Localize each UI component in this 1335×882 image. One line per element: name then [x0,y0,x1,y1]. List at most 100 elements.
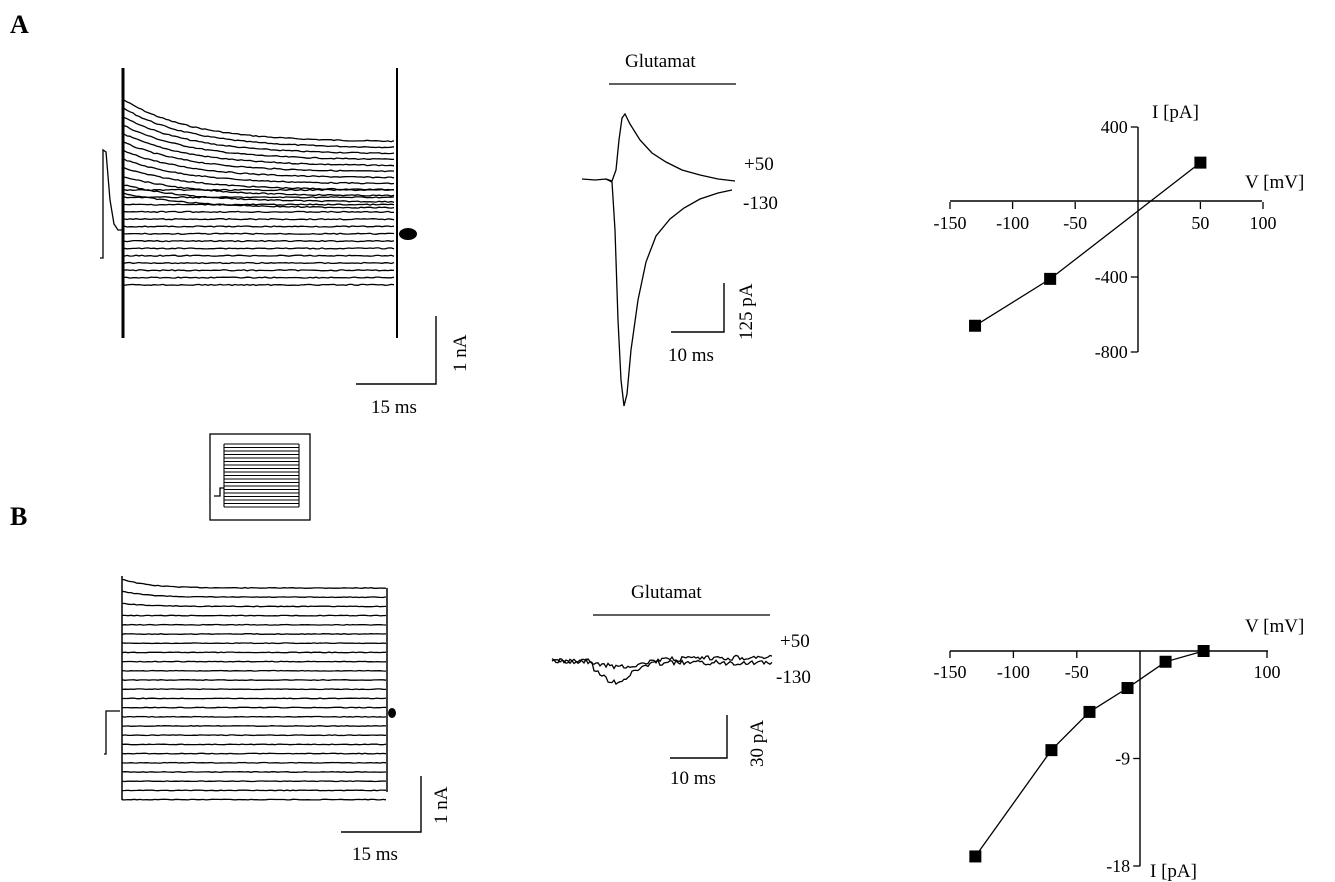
panel-a-current-trace [123,116,395,155]
iv-data-point [969,319,982,332]
panel-b-current-trace [121,789,387,792]
panel-a-current-family [100,68,417,338]
panel-a-current-trace [123,158,395,185]
y-tick-label: 400 [1101,117,1128,137]
panel-b-trace-minus130 [551,657,773,686]
panel-a-current-trace [123,225,395,228]
panel-a-glut-scale-time: 10 ms [668,345,714,366]
panel-a-label: A [10,10,29,39]
panel-a-current-trace [123,269,395,272]
panel-b-glutamate-response: Glutamat +50 -130 10 ms 30 pA [551,582,811,789]
panel-b-scale-time: 15 ms [352,844,398,865]
panel-b-current-trace [121,623,387,626]
x-tick-label: -100 [996,213,1029,233]
panel-b-current-trace [121,679,387,681]
panel-a-current-trace [123,176,395,197]
panel-a-current-trace [123,276,395,279]
panel-a-trace-minus130 [605,178,733,407]
panel-b-ylabel: I [pA] [1150,861,1197,882]
panel-b-glut-scale-time: 10 ms [670,768,716,789]
panel-a-current-trace [123,261,395,265]
panel-b-current-trace [121,752,387,755]
panel-b-label-minus130: -130 [776,667,811,688]
panel-a-current-trace [123,196,395,199]
panel-a-current-trace [123,239,395,243]
panel-a-current-trace [123,283,395,287]
panel-b-iv-plot: V [mV] I [pA] -150 -100 -50 100 -9 -18 [934,616,1305,882]
protocol-prepulse [214,487,224,497]
panel-b-scalebar-1: 15 ms 1 nA [341,776,452,865]
iv-data-point [1197,645,1210,657]
panel-b-current-trace [122,614,387,617]
panel-b-glut-scale-amp: 30 pA [747,720,768,767]
panel-b-current-trace [122,725,387,727]
panel-b-current-trace [121,642,387,645]
panel-b-current-trace [121,798,387,801]
panel-b-current-trace [121,660,387,663]
x-tick-label: 50 [1191,213,1209,233]
panel-a-current-trace [123,210,394,214]
panel-a-iv-plot: I [pA] V [mV] -150 -100 -50 50 100 400 -400 -80… [934,102,1305,362]
panel-a-scalebar-lines [356,316,437,385]
panel-a-current-trace [123,141,395,173]
panel-a-data [969,156,1207,332]
x-tick-label: 100 [1254,662,1281,682]
panel-a-current-trace [123,218,395,221]
panel-b-scalebar-lines [341,776,422,833]
inset-frame [209,433,311,521]
panel-b-current-trace [121,602,387,608]
panel-a-scale-amp: 1 nA [450,334,471,372]
panel-a-current-trace [123,107,395,149]
panel-a-current-trace [123,247,395,250]
panel-b-xlabel: V [mV] [1245,616,1304,637]
panel-b-current-trace [121,651,386,654]
panel-b-trace-plus50 [551,654,773,670]
panel-b-label: B [10,502,27,531]
panel-a-glutamate-response: Glutamat +50 -130 10 ms 125 pA [581,51,778,407]
panel-b-current-trace [121,633,387,635]
panel-b-current-trace [121,761,387,764]
panel-a-current-trace [123,254,395,257]
protocol-steps [214,443,300,508]
panel-a-label-minus130: -130 [743,193,778,214]
y-tick-label: -400 [1095,267,1128,287]
panel-b-current-trace [121,771,387,773]
iv-series-line [974,650,1204,857]
x-tick-label: -150 [934,213,967,233]
panel-b-current-trace [121,780,387,783]
panel-a-ylabel: I [pA] [1152,102,1199,123]
panel-a-current-trace [123,192,395,209]
panel-b-current-trace [121,669,387,672]
panel-a-current-trace [123,124,395,161]
iv-data-point [969,850,982,863]
panel-a-tail-blob [399,228,417,240]
panel-a-glut-scalebar [671,283,725,333]
iv-data-point [1194,156,1207,169]
panel-b-current-trace [121,590,387,599]
panel-a-xlabel: V [mV] [1245,172,1304,193]
panel-b-prepulse-trace [104,710,120,755]
iv-data-point [1045,744,1058,757]
y-tick-label: -9 [1115,749,1130,769]
panel-a-glutamate-label: Glutamat [625,51,696,72]
panel-b-current-trace [121,688,387,691]
panel-a-current-trace [123,133,395,167]
iv-data-point [1121,682,1134,695]
panel-b-tail-blob [388,708,396,718]
panel-a-current-trace [123,203,395,206]
panel-b-glutamate-label: Glutamat [631,582,702,603]
x-tick-label: -150 [934,662,967,682]
panel-a-current-trace [123,188,395,192]
panel-b-label-plus50: +50 [780,631,810,652]
voltage-protocol-inset [209,433,311,521]
x-tick-label: -50 [1065,662,1089,682]
y-tick-label: -18 [1106,856,1130,876]
panel-b-current-trace [122,706,386,709]
panel-b-current-trace [121,734,387,737]
panel-b-glut-scalebar [670,715,728,759]
panel-a-current-trace [123,184,395,203]
panel-b-current-trace [122,697,387,700]
panel-b-current-trace [121,715,387,718]
panel-a-scale-time: 15 ms [371,397,417,418]
